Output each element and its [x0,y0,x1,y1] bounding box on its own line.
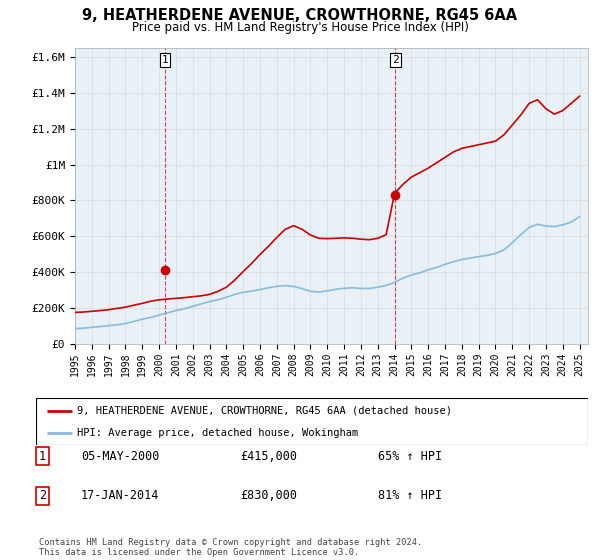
Text: Contains HM Land Registry data © Crown copyright and database right 2024.
This d: Contains HM Land Registry data © Crown c… [39,538,422,557]
Text: 9, HEATHERDENE AVENUE, CROWTHORNE, RG45 6AA (detached house): 9, HEATHERDENE AVENUE, CROWTHORNE, RG45 … [77,406,452,416]
Text: 2: 2 [392,55,398,65]
Text: 81% ↑ HPI: 81% ↑ HPI [378,489,442,502]
Text: £415,000: £415,000 [240,450,297,463]
Text: 65% ↑ HPI: 65% ↑ HPI [378,450,442,463]
Text: Price paid vs. HM Land Registry's House Price Index (HPI): Price paid vs. HM Land Registry's House … [131,21,469,34]
Text: 2: 2 [39,489,46,502]
Text: 1: 1 [39,450,46,463]
Text: £830,000: £830,000 [240,489,297,502]
Text: 05-MAY-2000: 05-MAY-2000 [81,450,160,463]
Text: 17-JAN-2014: 17-JAN-2014 [81,489,160,502]
Text: 1: 1 [161,55,169,65]
Text: 9, HEATHERDENE AVENUE, CROWTHORNE, RG45 6AA: 9, HEATHERDENE AVENUE, CROWTHORNE, RG45 … [82,8,518,24]
Text: HPI: Average price, detached house, Wokingham: HPI: Average price, detached house, Woki… [77,428,359,438]
